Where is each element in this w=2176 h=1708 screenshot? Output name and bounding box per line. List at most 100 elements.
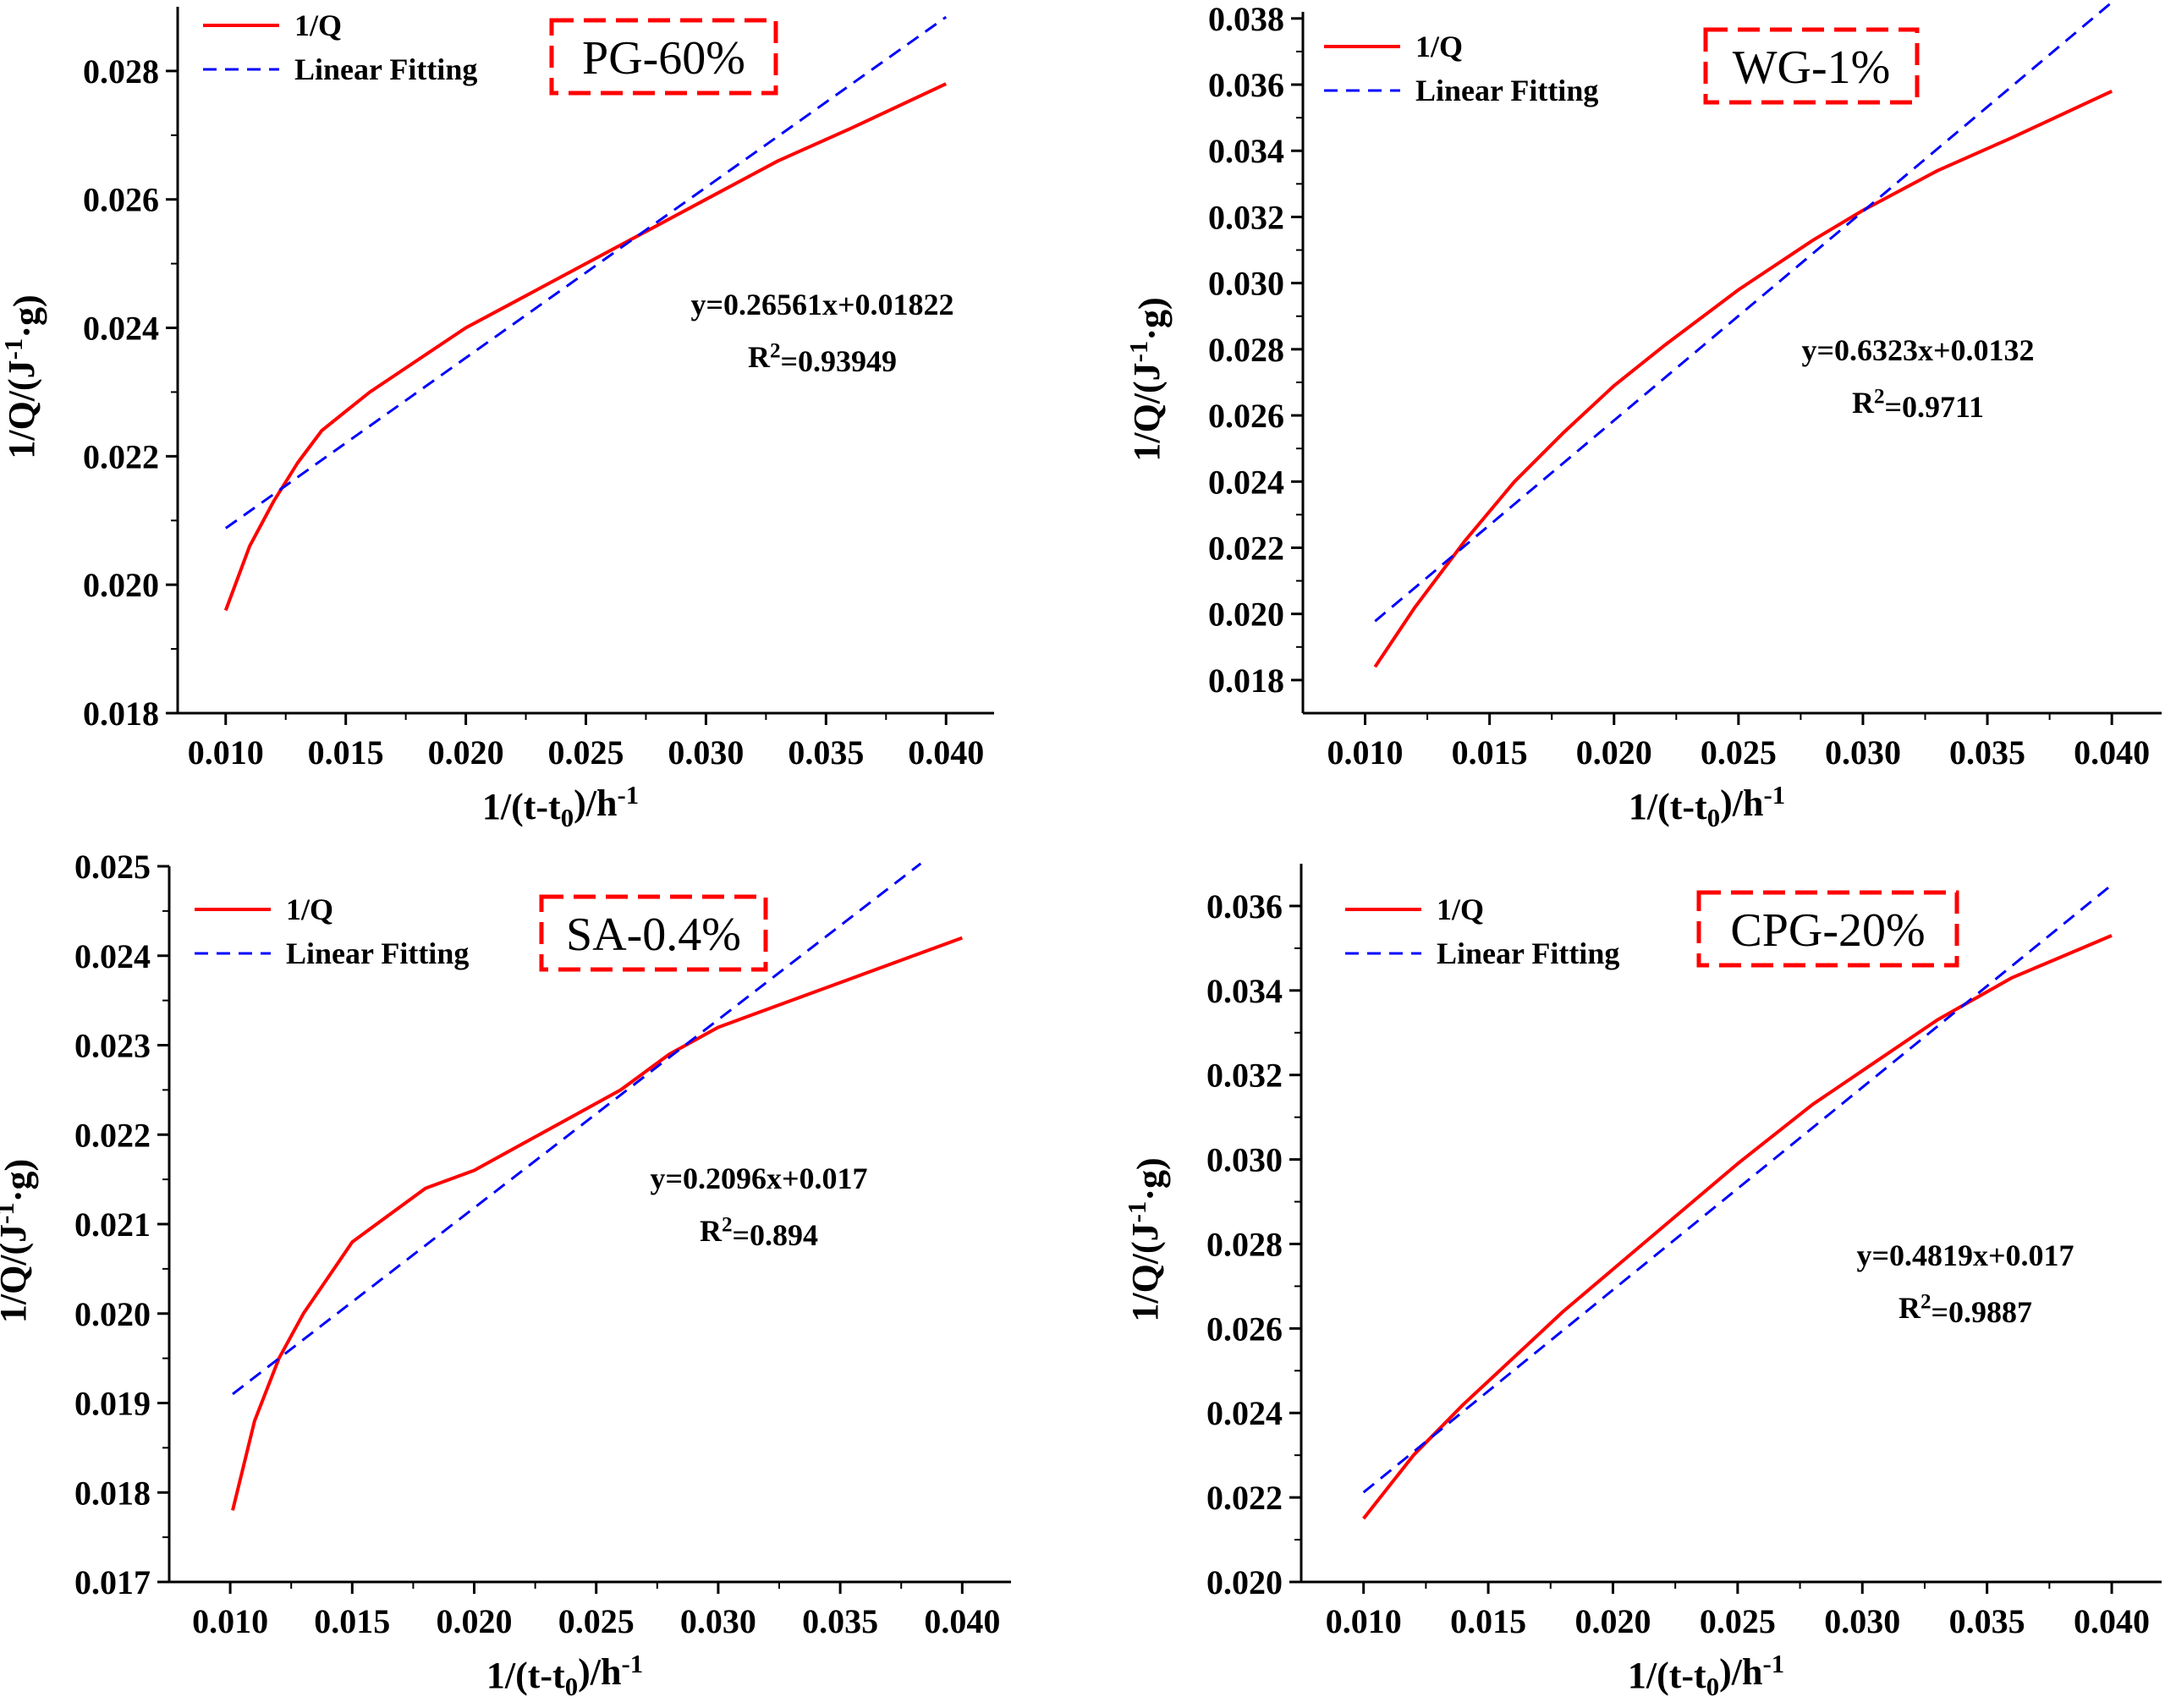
x-tick-label: 0.030 bbox=[680, 1602, 756, 1640]
panel-label-box bbox=[1696, 890, 1959, 968]
x-tick-label: 0.025 bbox=[558, 1602, 635, 1640]
y-tick-label: 0.018 bbox=[74, 1474, 151, 1512]
x-tick-label: 0.010 bbox=[1326, 1602, 1402, 1640]
y-tick-label: 0.030 bbox=[1206, 1141, 1283, 1179]
legend-label-1-q: 1/Q bbox=[1437, 892, 1484, 926]
legend-label-1-q: 1/Q bbox=[294, 8, 342, 42]
y-tick-label: 0.034 bbox=[1208, 132, 1284, 170]
fit-equation: y=0.6323x+0.0132 bbox=[1801, 333, 2034, 367]
x-tick-label: 0.010 bbox=[1327, 733, 1404, 772]
panel-label: WG-1% bbox=[1733, 41, 1891, 94]
chart-panel-sa-0-4: 0.010 0.015 0.020 0.025 0.030 0.035 0.040 0.017… bbox=[0, 848, 1011, 1701]
fit-r-squared: R2​=0.93949 bbox=[748, 340, 897, 378]
x-tick-label: 0.020 bbox=[1574, 1602, 1651, 1640]
y-tick-label: 0.020 bbox=[1208, 596, 1284, 634]
y-tick-label: 0.028 bbox=[1206, 1225, 1283, 1263]
legend-label-1-q: 1/Q bbox=[1415, 30, 1463, 63]
fit-r-squared: R2​=0.9887 bbox=[1899, 1291, 2032, 1329]
x-tick-label: 0.025 bbox=[1701, 733, 1777, 772]
series-line-linear-fitting bbox=[232, 862, 922, 1396]
series-line-linear-fitting bbox=[1374, 1, 2113, 623]
y-tick-label: 0.025 bbox=[74, 848, 151, 886]
y-tick-label: 0.036 bbox=[1206, 887, 1283, 925]
panel-label-box bbox=[1703, 27, 1920, 105]
x-tick-label: 0.040 bbox=[2074, 1602, 2150, 1640]
y-axis-label: 1/Q/(J-1​·g) bbox=[0, 294, 47, 459]
x-tick-label: 0.020 bbox=[437, 1602, 513, 1640]
series-line-1-q bbox=[231, 936, 963, 1511]
x-tick-label: 0.015 bbox=[314, 1602, 390, 1640]
x-tick-label: 0.015 bbox=[1452, 733, 1528, 772]
x-axis-label: 1/(t-t0​)/h-1​ bbox=[1628, 1650, 1784, 1701]
fit-r-squared: R2​=0.9711 bbox=[1852, 386, 1984, 424]
panel-label-box bbox=[539, 894, 768, 972]
x-axis-label: 1/(t-t0​)/h-1​ bbox=[1629, 781, 1785, 832]
y-tick-label: 0.017 bbox=[74, 1563, 151, 1601]
x-tick-label: 0.020 bbox=[1576, 733, 1652, 772]
y-tick-label: 0.020 bbox=[83, 566, 159, 604]
x-tick-label: 0.035 bbox=[788, 733, 864, 772]
y-tick-label: 0.026 bbox=[83, 181, 159, 219]
series-line-linear-fitting bbox=[224, 15, 948, 530]
y-tick-label: 0.028 bbox=[1208, 331, 1284, 369]
series-line-1-q bbox=[1373, 89, 2113, 668]
x-tick-label: 0.035 bbox=[802, 1602, 878, 1640]
y-tick-label: 0.020 bbox=[74, 1295, 151, 1333]
y-tick-label: 0.018 bbox=[1208, 662, 1284, 700]
y-axis-label: 1/Q/(J-1​·g) bbox=[1124, 297, 1173, 461]
y-axis-label: 1/Q/(J-1​·g) bbox=[0, 1159, 39, 1323]
y-tick-label: 0.023 bbox=[74, 1027, 151, 1065]
x-tick-label: 0.040 bbox=[2074, 733, 2150, 772]
x-tick-label: 0.010 bbox=[192, 1602, 268, 1640]
x-axis-label: 1/(t-t0​)/h-1​ bbox=[486, 1650, 643, 1701]
series-line-1-q bbox=[223, 82, 948, 612]
y-axis-label: 1/Q/(J-1​·g) bbox=[1123, 1157, 1171, 1321]
chart-panel-pg-60: 0.010 0.015 0.020 0.025 0.030 0.035 0.040 0.018… bbox=[0, 7, 994, 832]
panel-label-box bbox=[549, 18, 778, 96]
y-tick-label: 0.034 bbox=[1206, 972, 1283, 1010]
fit-equation: y=0.26561x+0.01822 bbox=[690, 288, 953, 321]
x-tick-label: 0.025 bbox=[1700, 1602, 1776, 1640]
legend-label-linear-fitting: Linear Fitting bbox=[1415, 74, 1598, 107]
legend-label-linear-fitting: Linear Fitting bbox=[1437, 936, 1619, 970]
panel-label: PG-60% bbox=[582, 32, 745, 85]
x-tick-label: 0.030 bbox=[1824, 1602, 1900, 1640]
legend-label-linear-fitting: Linear Fitting bbox=[294, 52, 477, 86]
y-tick-label: 0.022 bbox=[1206, 1479, 1283, 1517]
series-line-linear-fitting bbox=[1362, 883, 2113, 1494]
legend-label-linear-fitting: Linear Fitting bbox=[286, 936, 469, 970]
y-tick-label: 0.024 bbox=[83, 310, 159, 348]
fit-equation: y=0.2096x+0.017 bbox=[650, 1162, 867, 1195]
x-tick-label: 0.040 bbox=[908, 733, 984, 772]
y-tick-label: 0.024 bbox=[74, 937, 151, 975]
x-axis-label: 1/(t-t0​)/h-1​ bbox=[482, 781, 639, 832]
x-tick-label: 0.025 bbox=[548, 733, 624, 772]
y-tick-label: 0.024 bbox=[1208, 463, 1284, 501]
x-tick-label: 0.035 bbox=[1949, 1602, 2025, 1640]
y-tick-label: 0.018 bbox=[83, 695, 159, 733]
y-tick-label: 0.022 bbox=[74, 1116, 151, 1154]
y-tick-label: 0.026 bbox=[1206, 1310, 1283, 1348]
x-tick-label: 0.035 bbox=[1949, 733, 2025, 772]
x-tick-label: 0.040 bbox=[924, 1602, 1000, 1640]
y-tick-label: 0.022 bbox=[1208, 529, 1284, 567]
panel-label: SA-0.4% bbox=[566, 909, 741, 961]
y-tick-label: 0.026 bbox=[1208, 397, 1284, 435]
legend-label-1-q: 1/Q bbox=[286, 892, 333, 926]
fit-equation: y=0.4819x+0.017 bbox=[1856, 1238, 2074, 1272]
x-tick-label: 0.030 bbox=[1825, 733, 1901, 772]
panel-label: CPG-20% bbox=[1730, 904, 1925, 957]
x-tick-label: 0.030 bbox=[668, 733, 744, 772]
y-tick-label: 0.019 bbox=[74, 1385, 151, 1423]
y-tick-label: 0.032 bbox=[1208, 198, 1284, 236]
y-tick-label: 0.030 bbox=[1208, 265, 1284, 303]
chart-panel-wg-1: 0.010 0.015 0.020 0.025 0.030 0.035 0.040 0.018… bbox=[1124, 0, 2162, 832]
series-line-1-q bbox=[1362, 934, 2113, 1520]
chart-panel-cpg-20: 0.010 0.015 0.020 0.025 0.030 0.035 0.040 0.020… bbox=[1123, 864, 2162, 1701]
y-tick-label: 0.028 bbox=[83, 52, 159, 91]
x-tick-label: 0.015 bbox=[1450, 1602, 1526, 1640]
fit-r-squared: R2​=0.894 bbox=[700, 1214, 818, 1252]
x-tick-label: 0.015 bbox=[308, 733, 384, 772]
y-tick-label: 0.021 bbox=[74, 1205, 151, 1244]
